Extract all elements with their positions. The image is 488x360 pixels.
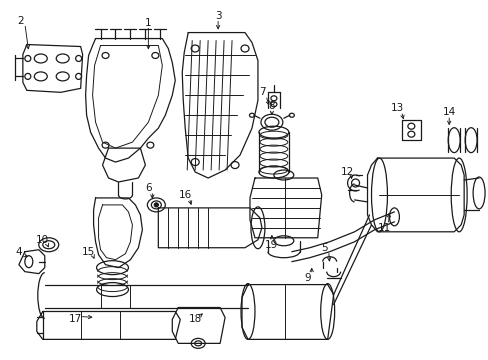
Text: 2: 2 [18,15,24,26]
Text: 19: 19 [264,240,278,250]
Text: 17: 17 [69,314,82,324]
Text: 11: 11 [377,223,390,233]
Text: 3: 3 [214,11,221,21]
Text: 5: 5 [321,243,327,253]
Text: 9: 9 [304,273,310,283]
Text: 12: 12 [340,167,353,177]
Text: 16: 16 [178,190,191,200]
Text: 18: 18 [188,314,202,324]
Text: 8: 8 [268,101,275,111]
Text: 15: 15 [82,247,95,257]
Text: 14: 14 [442,107,455,117]
Text: 6: 6 [145,183,151,193]
Text: 10: 10 [36,235,49,245]
Text: 4: 4 [16,247,22,257]
Ellipse shape [154,203,158,207]
Text: 7: 7 [258,87,264,97]
Text: 1: 1 [145,18,151,28]
Text: 13: 13 [390,103,403,113]
